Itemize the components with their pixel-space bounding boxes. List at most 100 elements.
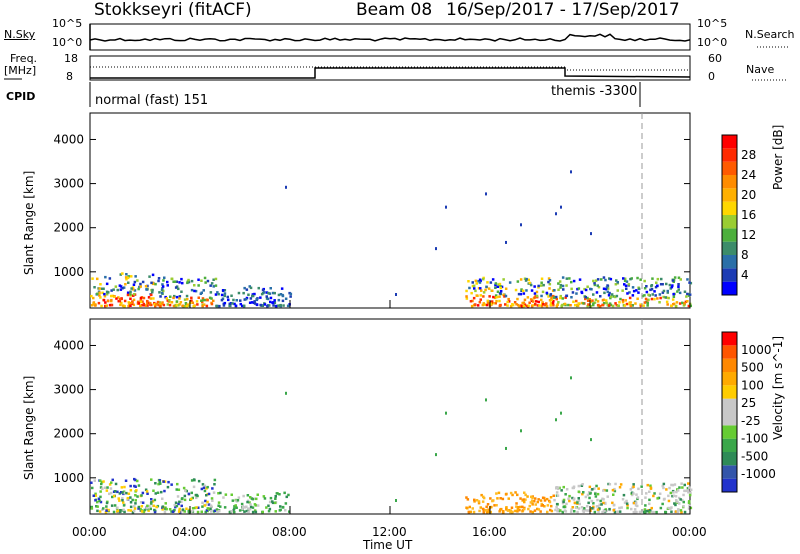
data-cell [130, 275, 133, 278]
data-cell [687, 500, 691, 503]
data-cell [629, 488, 633, 491]
data-cell [578, 502, 581, 506]
data-cell [675, 301, 679, 304]
data-cell [490, 300, 494, 303]
data-cell [220, 293, 224, 297]
data-cell [223, 506, 227, 509]
data-cell [633, 501, 636, 505]
data-cell [200, 279, 203, 282]
data-cell [200, 291, 203, 294]
data-cell [156, 300, 160, 304]
data-cell [210, 282, 214, 285]
data-cell [149, 302, 152, 305]
data-cell [625, 499, 628, 503]
data-cell [686, 292, 689, 296]
data-cell [644, 297, 648, 301]
data-cell [271, 301, 275, 304]
data-cell [120, 301, 123, 305]
data-cell [592, 279, 595, 283]
data-cell [687, 304, 691, 308]
data-cell [689, 488, 693, 491]
data-cell [683, 483, 686, 487]
colorbar-swatch [722, 465, 737, 479]
data-cell [529, 298, 533, 301]
data-cell [565, 284, 568, 287]
data-cell [559, 294, 562, 298]
data-cell [644, 496, 647, 499]
data-cell [542, 283, 545, 287]
data-cell [618, 301, 621, 304]
data-cell [528, 504, 531, 508]
data-cell [602, 302, 606, 305]
data-cell [523, 298, 527, 302]
data-cell [152, 489, 155, 492]
data-cell [494, 282, 498, 285]
data-cell [227, 298, 230, 302]
velocity-yticks: 1000 2000 3000 4000 [53, 338, 690, 485]
data-cell [510, 510, 514, 514]
data-cell [650, 288, 654, 291]
data-cell [658, 301, 661, 304]
data-cell [105, 293, 109, 296]
data-cell [508, 281, 512, 284]
data-cell [243, 510, 246, 513]
isolated-point [560, 411, 562, 415]
data-cell [643, 508, 647, 511]
data-cell [220, 298, 224, 302]
data-cell [649, 288, 652, 292]
data-cell [621, 300, 625, 304]
data-cell [472, 510, 476, 514]
power-yticks: 1000 2000 3000 4000 [53, 132, 690, 279]
data-cell [105, 282, 109, 286]
data-cell [680, 482, 683, 485]
data-cell [499, 286, 503, 290]
data-cell [127, 492, 131, 495]
isolated-point [590, 438, 592, 442]
data-cell [158, 301, 162, 304]
data-cell [121, 491, 124, 494]
data-cell [519, 292, 523, 296]
data-cell [545, 302, 548, 305]
data-cell [98, 291, 101, 294]
data-cell [112, 288, 115, 291]
data-cell [134, 502, 137, 505]
data-cell [109, 491, 113, 495]
data-cell [263, 291, 266, 294]
data-cell [154, 282, 157, 286]
data-cell [549, 301, 553, 305]
data-cell [122, 491, 126, 495]
data-cell [210, 302, 214, 306]
data-cell [592, 505, 595, 509]
data-cell [517, 292, 521, 296]
data-cell [602, 276, 606, 279]
data-cell [158, 479, 162, 482]
data-cell [643, 279, 646, 283]
data-cell [139, 285, 142, 288]
data-cell [99, 495, 102, 499]
data-cell [596, 300, 600, 303]
beam-label: Beam 08 [356, 0, 433, 20]
data-cell [486, 503, 490, 506]
data-cell [504, 287, 508, 290]
data-cell [523, 507, 526, 511]
data-cell [126, 276, 130, 280]
data-cell [151, 500, 155, 503]
data-cell [147, 301, 151, 305]
data-cell [556, 303, 559, 306]
data-cell [552, 304, 555, 307]
data-cell [230, 294, 233, 297]
data-cell [190, 299, 193, 302]
data-cell [506, 300, 509, 304]
data-cell [235, 506, 238, 509]
data-cell [603, 510, 606, 513]
data-cell [211, 487, 214, 490]
data-cell [580, 301, 584, 305]
data-cell [589, 300, 592, 304]
colorbar-swatch [722, 438, 737, 452]
data-cell [687, 486, 691, 489]
colorbar-tick: -500 [741, 449, 768, 463]
data-cell [101, 508, 104, 511]
data-cell [493, 504, 496, 507]
data-cell [605, 301, 608, 305]
data-cell [553, 498, 556, 502]
